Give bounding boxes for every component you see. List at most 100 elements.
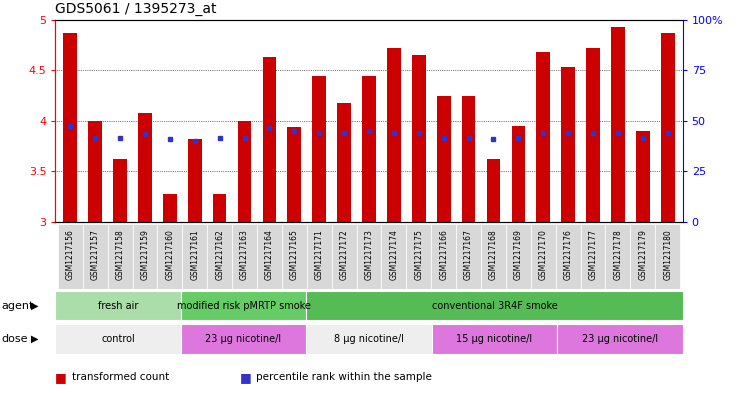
Text: GSM1217156: GSM1217156 (66, 229, 75, 280)
Bar (288, 127, 301, 222)
Bar (356, 224, 382, 289)
Bar (506, 224, 531, 289)
Text: percentile rank within the sample: percentile rank within the sample (256, 372, 432, 382)
Bar (611, 27, 625, 222)
Bar (437, 95, 450, 222)
Bar (531, 224, 556, 289)
Bar (182, 224, 207, 289)
Bar (163, 194, 176, 222)
Text: fresh air: fresh air (98, 301, 138, 310)
Bar (257, 224, 282, 289)
Bar (581, 224, 605, 289)
Text: GSM1217164: GSM1217164 (265, 229, 274, 280)
Text: control: control (101, 334, 135, 344)
Bar (282, 224, 307, 289)
Bar (630, 224, 655, 289)
Bar (263, 57, 276, 222)
Text: GSM1217163: GSM1217163 (240, 229, 249, 280)
Text: dose: dose (1, 334, 28, 344)
Text: GSM1217167: GSM1217167 (464, 229, 473, 280)
Bar (306, 291, 683, 320)
Bar (181, 324, 306, 354)
Text: ■: ■ (55, 371, 67, 384)
Bar (481, 224, 506, 289)
Text: 8 μg nicotine/l: 8 μg nicotine/l (334, 334, 404, 344)
Text: GSM1217168: GSM1217168 (489, 229, 498, 280)
Text: 23 μg nicotine/l: 23 μg nicotine/l (205, 334, 282, 344)
Bar (562, 67, 575, 222)
Bar (407, 224, 431, 289)
Bar (387, 48, 401, 222)
Bar (556, 224, 581, 289)
Text: GSM1217172: GSM1217172 (339, 229, 348, 280)
Bar (188, 139, 201, 222)
Bar (238, 121, 252, 222)
Bar (362, 76, 376, 222)
Text: GSM1217162: GSM1217162 (215, 229, 224, 280)
Text: agent: agent (1, 301, 34, 310)
Bar (537, 52, 550, 222)
Text: GDS5061 / 1395273_at: GDS5061 / 1395273_at (55, 2, 217, 16)
Bar (133, 224, 157, 289)
Bar (655, 224, 680, 289)
Text: GSM1217178: GSM1217178 (613, 229, 622, 280)
Bar (213, 194, 227, 222)
Text: modified risk pMRTP smoke: modified risk pMRTP smoke (176, 301, 311, 310)
Bar (83, 224, 108, 289)
Bar (181, 291, 306, 320)
Text: GSM1217179: GSM1217179 (638, 229, 647, 280)
Bar (58, 224, 83, 289)
Text: ▶: ▶ (31, 301, 38, 310)
Text: GSM1217176: GSM1217176 (564, 229, 573, 280)
Bar (557, 324, 683, 354)
Text: GSM1217160: GSM1217160 (165, 229, 174, 280)
Text: GSM1217177: GSM1217177 (588, 229, 598, 280)
Text: ■: ■ (240, 371, 252, 384)
Bar (232, 224, 257, 289)
Bar (432, 324, 557, 354)
Bar (511, 126, 525, 222)
Bar (456, 224, 481, 289)
Bar (55, 291, 181, 320)
Bar (412, 55, 426, 222)
Bar (138, 113, 152, 222)
Text: GSM1217157: GSM1217157 (91, 229, 100, 280)
Bar (661, 33, 675, 222)
Bar (431, 224, 456, 289)
Text: GSM1217174: GSM1217174 (390, 229, 399, 280)
Text: GSM1217171: GSM1217171 (314, 229, 324, 280)
Text: GSM1217175: GSM1217175 (414, 229, 424, 280)
Text: GSM1217169: GSM1217169 (514, 229, 523, 280)
Bar (63, 33, 77, 222)
Text: GSM1217180: GSM1217180 (663, 229, 672, 280)
Bar (108, 224, 133, 289)
Bar (605, 224, 630, 289)
Text: 23 μg nicotine/l: 23 μg nicotine/l (582, 334, 658, 344)
Text: 15 μg nicotine/l: 15 μg nicotine/l (456, 334, 533, 344)
Text: GSM1217158: GSM1217158 (116, 229, 125, 280)
Bar (307, 224, 331, 289)
Text: GSM1217161: GSM1217161 (190, 229, 199, 280)
Text: conventional 3R4F smoke: conventional 3R4F smoke (432, 301, 557, 310)
Bar (486, 159, 500, 222)
Text: ▶: ▶ (31, 334, 38, 344)
Bar (312, 76, 326, 222)
Bar (306, 324, 432, 354)
Bar (382, 224, 407, 289)
Bar (462, 95, 475, 222)
Text: GSM1217159: GSM1217159 (140, 229, 150, 280)
Bar (337, 103, 351, 222)
Bar (113, 159, 127, 222)
Bar (89, 121, 102, 222)
Text: transformed count: transformed count (72, 372, 169, 382)
Bar (636, 131, 649, 222)
Bar (331, 224, 356, 289)
Bar (586, 48, 600, 222)
Bar (157, 224, 182, 289)
Text: GSM1217165: GSM1217165 (290, 229, 299, 280)
Text: GSM1217166: GSM1217166 (439, 229, 448, 280)
Bar (207, 224, 232, 289)
Bar (55, 324, 181, 354)
Text: GSM1217173: GSM1217173 (365, 229, 373, 280)
Text: GSM1217170: GSM1217170 (539, 229, 548, 280)
